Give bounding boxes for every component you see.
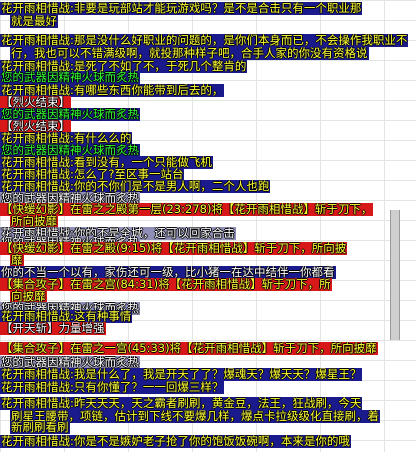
chat-line: 行，我也可以不错满级啊，就投那种样子吧，合手人家的你没有资格说: [10, 47, 369, 60]
chat-line: 花开雨相惜战:只有你懂了？一一回爆三样？: [0, 381, 225, 394]
chat-line: 花开雨相惜战:你是不是嫉妒老子抢了你的饱饭饭碗啊，本来是你的哦: [0, 435, 351, 448]
chat-line: 花开雨相惜战:有什么么的: [0, 132, 133, 145]
chat-line: 就是最好: [10, 15, 58, 28]
chat-line: 花开雨相惜战:这有种事情: [0, 310, 133, 323]
kill-announcement: 【快缓幻影】在雷之之殿第一层(23:278)将【花开雨相惜战】斩于刀下，: [0, 203, 374, 216]
chat-line: 花开雨相惜战:非要是玩部站才能玩游戏吗？是不是合击只有一个职业那: [0, 2, 363, 15]
chat-line: 刷星王腰带，项链，估计到下线不要爆几样，爆点卡拉级级化直接刷，着: [10, 410, 380, 423]
system-line: 【烈火结束】: [0, 96, 71, 109]
system-line: 【烈火结束】: [0, 120, 71, 133]
chat-line: 花开雨相惜战:我是什么了，我是开天了了？爆魂天？爆天天？爆星王？: [0, 368, 363, 381]
system-line: 【开天斩】力量增强: [0, 322, 106, 335]
kill-announcement: 【快缓幻影】在雷之殿(9:15)将【花开雨相惜战】斩于刀下，所向披: [0, 242, 348, 255]
chat-line: 花开雨相惜战:那是没什么好职业的问题的，是你们本身而已，不会操作我职业不: [0, 34, 409, 47]
scrollbar[interactable]: [390, 210, 400, 340]
chat-line: 花开雨相惜战:有哪些东西你能带到后去的，: [0, 84, 225, 97]
chat-line: 花开雨相惜战:看到没有，一个只能做飞机: [0, 156, 213, 169]
chat-line: 花开雨相惜战:昨天天天，天之霸者刷刷，黄金豆，法王，狂战刷，今天: [0, 397, 363, 410]
chat-line: 你的不当一个以有，家伤还可一级，比小猪一在达中结伴一你都看: [0, 266, 336, 279]
system-line: 您的武器因精神火球而炙热: [0, 356, 140, 369]
chat-line: 花开雨相惜战:怎么了?至区事一站台: [0, 168, 185, 181]
kill-announcement: 向披靡: [10, 290, 47, 303]
system-line: 您的武器因精神火球而炙热: [0, 71, 140, 84]
system-line: 您的武器因精神火球而炙热: [0, 108, 140, 121]
kill-announcement: 【集合攻子】在雷之一宫(45:33)将【花开雨相惜战】斩于刀下，所向披靡: [0, 342, 378, 355]
kill-announcement: 所向披靡: [10, 215, 58, 228]
chat-line: 花开雨相惜战:是死了不如了不，于死几个整肯的: [0, 60, 248, 73]
system-line: 您的武器因精神火球而炙热: [0, 192, 140, 205]
kill-announcement: 靡: [10, 254, 24, 267]
system-line: 您的武器因精神火球而炙热: [0, 144, 140, 157]
chat-line: 花开雨相惜战:你的不你们是不是男人啊，二个人也跑: [0, 180, 271, 193]
kill-announcement: 【集合攻子】在雷之宫(84:31)将【花开雨相惜战】斩于刀下，所: [0, 278, 332, 291]
chat-line: 新刷刷看刷: [10, 421, 70, 434]
